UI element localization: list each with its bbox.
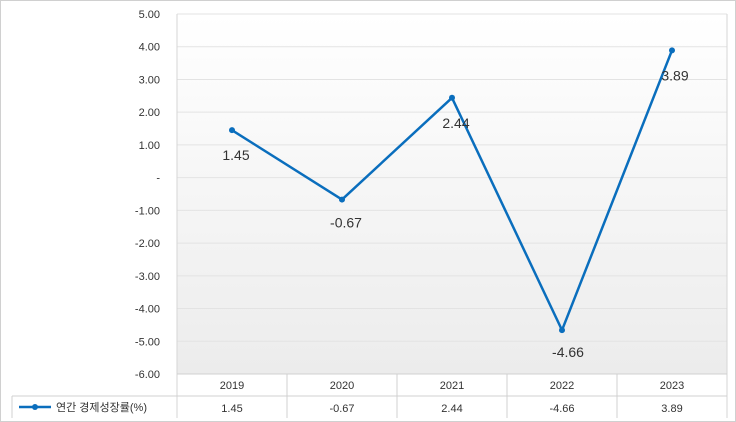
data-point (229, 127, 235, 134)
y-tick-label: -6.00 (135, 369, 160, 381)
x-tick-label: 2022 (550, 380, 574, 392)
y-tick-label: 5.00 (139, 9, 160, 21)
y-tick-label: - (156, 173, 160, 185)
x-tick-label: 2020 (330, 380, 354, 392)
table-value-cell: 1.45 (221, 403, 242, 415)
data-point (339, 196, 345, 203)
table-value-cell: 3.89 (661, 403, 682, 415)
data-label: 1.45 (222, 147, 249, 163)
x-tick-label: 2021 (440, 380, 464, 392)
y-tick-label: 4.00 (139, 42, 160, 54)
table-value-cell: -0.67 (329, 403, 354, 415)
x-tick-label: 2023 (660, 380, 684, 392)
data-label: 2.44 (442, 115, 469, 131)
y-tick-label: -4.00 (135, 304, 160, 316)
x-tick-label: 2019 (220, 380, 244, 392)
table-value-cell: -4.66 (549, 403, 574, 415)
plot-area (177, 14, 727, 374)
data-point (669, 47, 675, 54)
data-point (559, 327, 565, 334)
y-tick-label: -3.00 (135, 271, 160, 283)
legend-series-name: 연간 경제성장률(%) (56, 401, 147, 414)
y-tick-label: -1.00 (135, 205, 160, 217)
legend-point-marker (32, 404, 38, 410)
y-tick-label: -2.00 (135, 238, 160, 250)
data-point (449, 94, 455, 101)
y-tick-label: 1.00 (139, 140, 160, 152)
table-value-cell: 2.44 (441, 403, 462, 415)
y-tick-label: -5.00 (135, 336, 160, 348)
y-tick-label: 3.00 (139, 74, 160, 86)
y-tick-label: 2.00 (139, 107, 160, 119)
data-label: -0.67 (330, 215, 362, 231)
data-label: -4.66 (552, 344, 584, 360)
data-label: 3.89 (661, 67, 688, 83)
